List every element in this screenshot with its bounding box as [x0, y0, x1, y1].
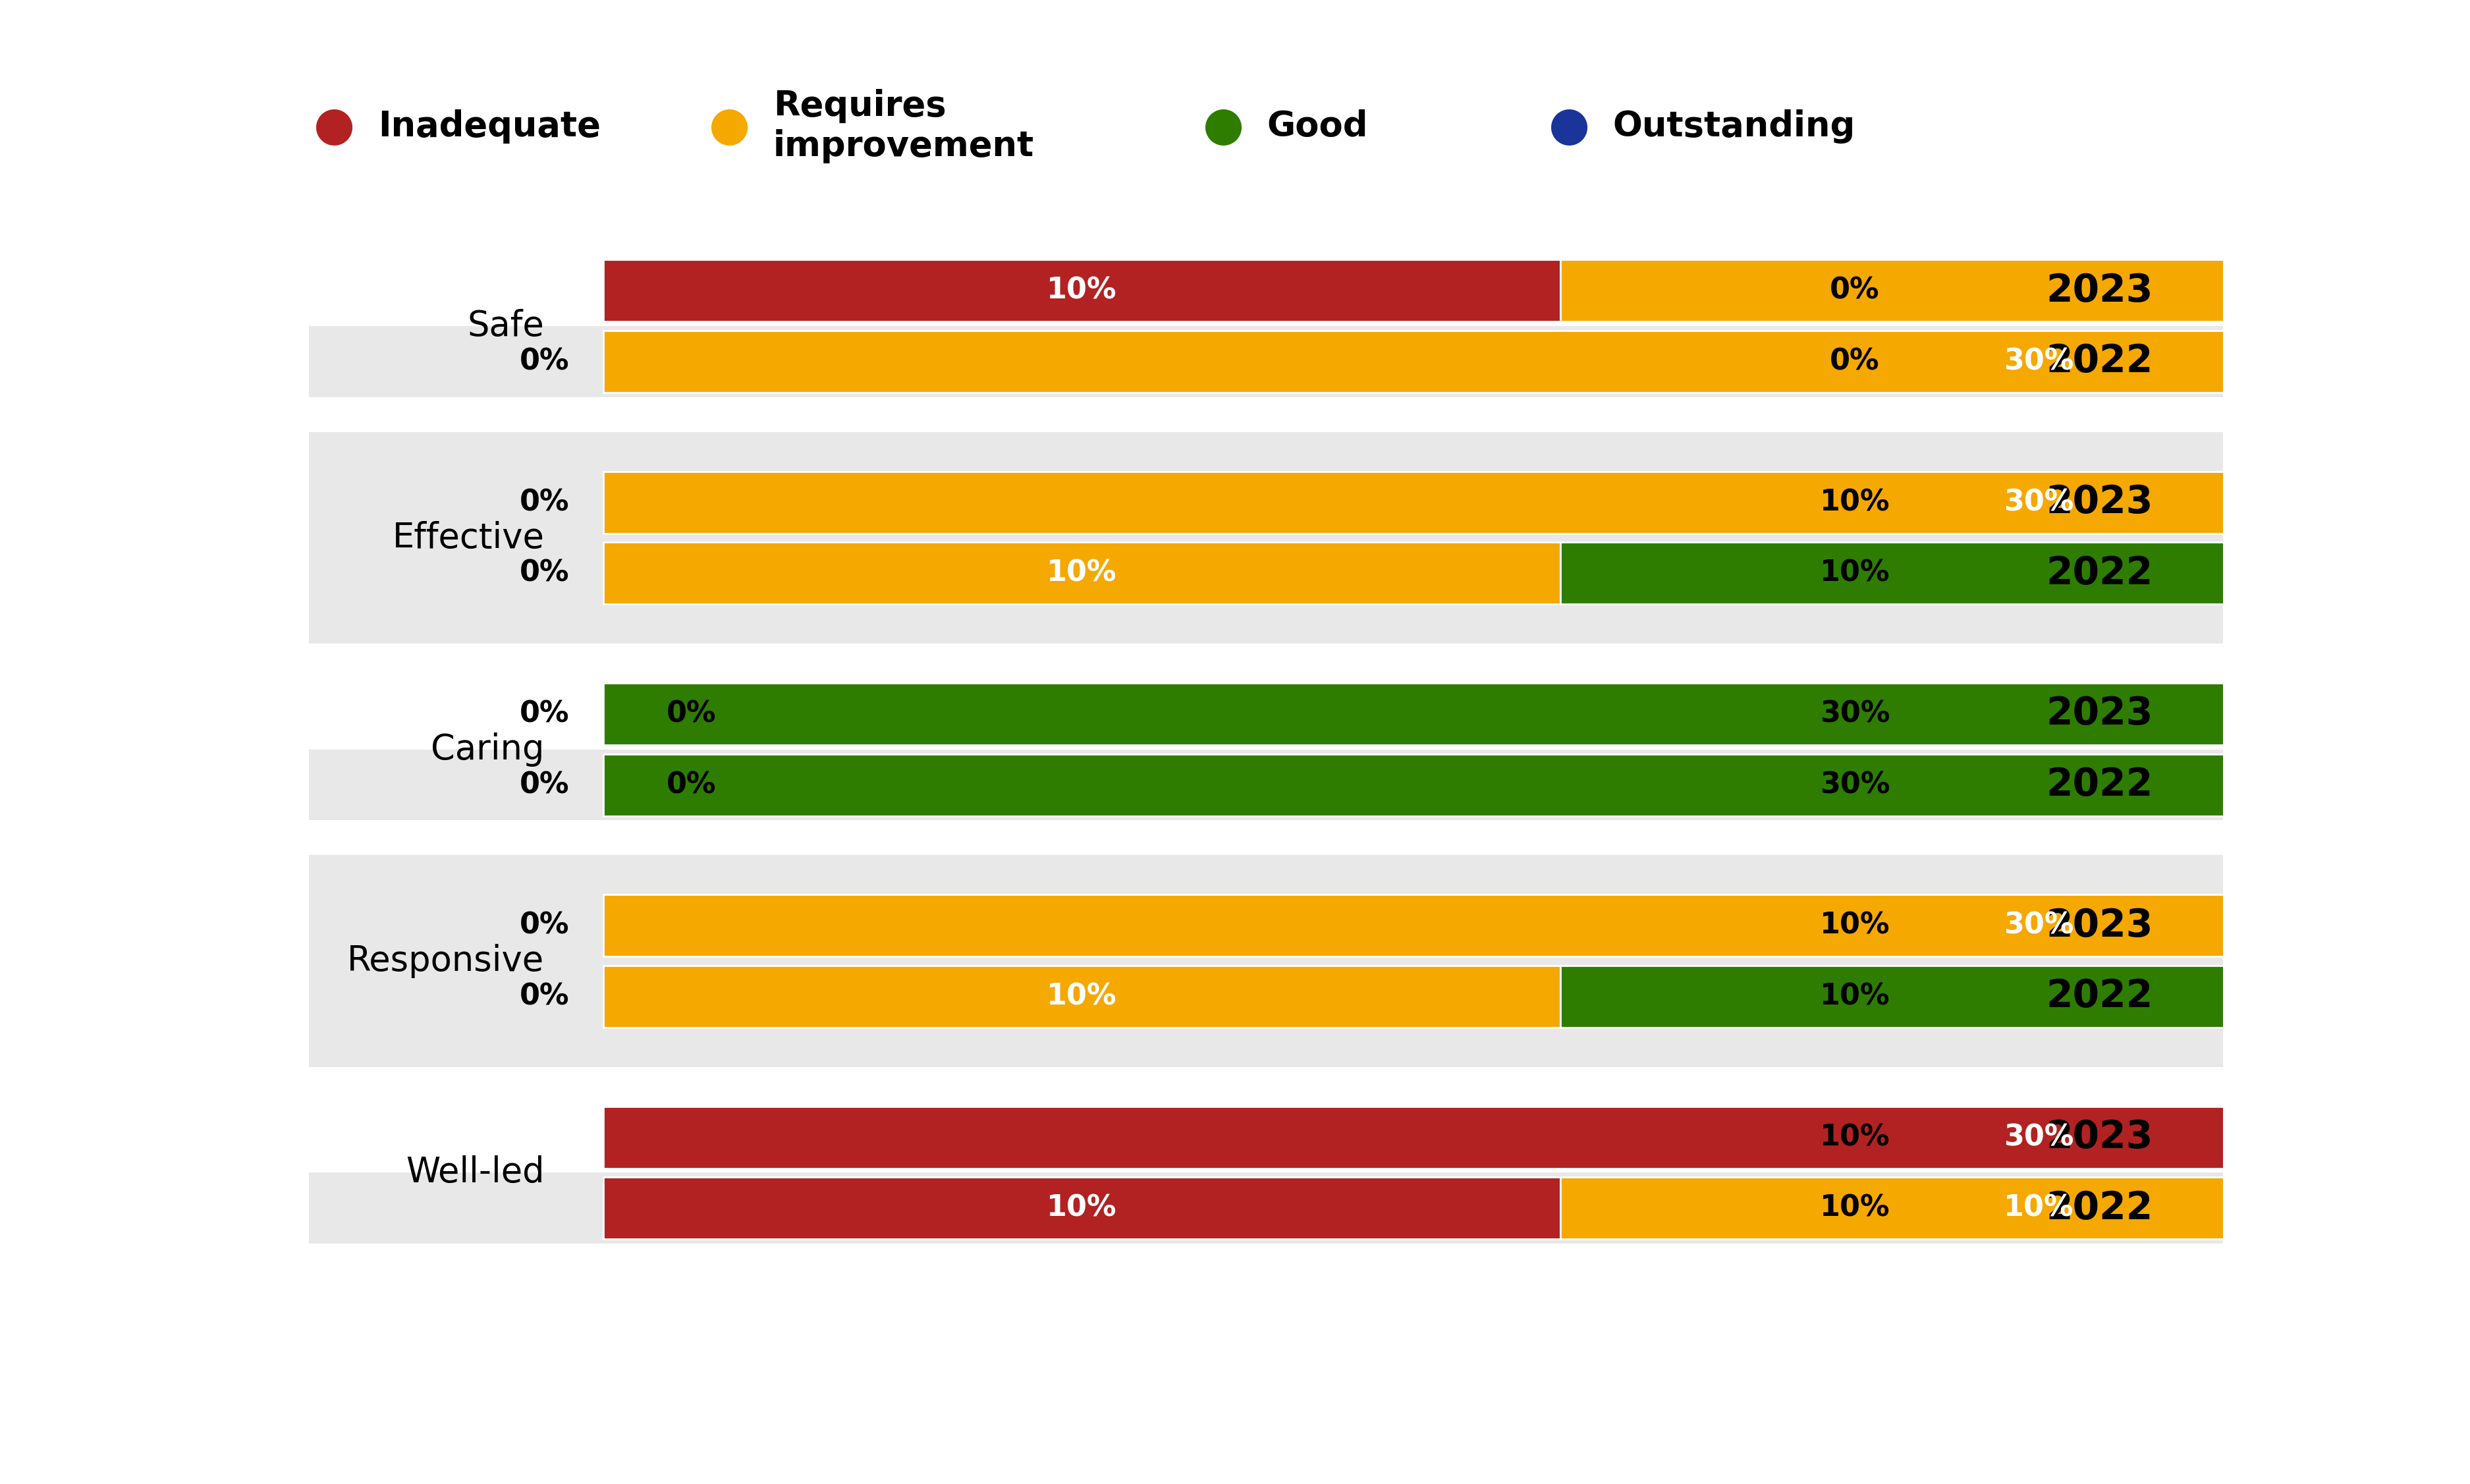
Bar	[309, 749, 2223, 821]
Text: 10%: 10%	[1820, 911, 1890, 939]
Text: 2022: 2022	[2045, 1189, 2154, 1227]
Text: 30%: 30%	[2003, 488, 2075, 516]
Text: 10%: 10%	[1047, 1195, 1116, 1223]
Bar	[603, 1177, 1561, 1239]
Text: Responsive: Responsive	[348, 944, 543, 978]
Text: ●: ●	[709, 104, 748, 148]
Text: ●: ●	[1203, 104, 1242, 148]
Bar	[309, 432, 2223, 644]
Text: Inadequate: Inadequate	[378, 108, 600, 144]
Bar	[603, 1106, 2470, 1168]
Text: 2023: 2023	[2045, 907, 2154, 944]
Bar	[309, 1172, 2223, 1244]
Text: 30%: 30%	[2003, 347, 2075, 375]
Text: 0%: 0%	[667, 770, 716, 798]
Text: 0%: 0%	[519, 911, 568, 939]
Text: 10%: 10%	[1047, 559, 1116, 588]
Text: 2022: 2022	[2045, 766, 2154, 804]
Text: 2022: 2022	[2045, 978, 2154, 1015]
Text: 0%: 0%	[1830, 276, 1880, 304]
Text: 0%: 0%	[519, 982, 568, 1011]
Text: Caring: Caring	[430, 732, 543, 767]
Text: 0%: 0%	[519, 347, 568, 375]
Bar	[603, 472, 2470, 533]
Text: Effective: Effective	[393, 521, 543, 555]
Text: 0%: 0%	[667, 700, 716, 729]
Bar	[1561, 966, 2470, 1027]
Text: 10%: 10%	[1820, 559, 1890, 588]
Text: Well-led: Well-led	[405, 1156, 543, 1190]
Text: 0%: 0%	[519, 770, 568, 798]
Text: 10%: 10%	[1820, 1195, 1890, 1223]
Bar	[603, 331, 2470, 393]
Bar	[603, 542, 1561, 604]
Text: Good: Good	[1267, 108, 1368, 144]
Bar	[1561, 1177, 2470, 1239]
Text: 30%: 30%	[1820, 770, 1890, 798]
Text: 0%: 0%	[519, 700, 568, 729]
Bar	[309, 326, 2223, 398]
Bar	[309, 855, 2223, 1067]
Text: Requires
improvement: Requires improvement	[773, 89, 1035, 163]
Text: Outstanding: Outstanding	[1613, 108, 1855, 144]
Text: ●: ●	[1549, 104, 1588, 148]
Text: 30%: 30%	[1820, 700, 1890, 729]
Text: 2022: 2022	[2045, 343, 2154, 380]
Text: 10%: 10%	[1820, 982, 1890, 1011]
Text: ●: ●	[314, 104, 353, 148]
Text: 0%: 0%	[1830, 347, 1880, 375]
Text: 2022: 2022	[2045, 555, 2154, 592]
Text: 10%: 10%	[1820, 1123, 1890, 1152]
Bar	[1561, 542, 2470, 604]
Bar	[603, 895, 2470, 957]
Text: 0%: 0%	[519, 559, 568, 588]
Text: 2023: 2023	[2045, 1119, 2154, 1156]
Text: 10%: 10%	[1047, 276, 1116, 304]
Text: 10%: 10%	[1047, 982, 1116, 1011]
Bar	[309, 962, 2223, 1031]
Text: 2023: 2023	[2045, 484, 2154, 521]
Text: 10%: 10%	[2003, 1195, 2075, 1223]
Bar	[603, 754, 2470, 816]
Text: 30%: 30%	[2003, 1123, 2075, 1152]
Text: 10%: 10%	[1820, 488, 1890, 516]
Bar	[603, 966, 1561, 1027]
Bar	[603, 683, 2470, 745]
Text: 2023: 2023	[2045, 695, 2154, 733]
Text: 2023: 2023	[2045, 272, 2154, 310]
Text: Safe: Safe	[467, 309, 543, 343]
Bar	[603, 260, 1561, 322]
Bar	[1561, 260, 2470, 322]
Text: 0%: 0%	[519, 488, 568, 516]
Text: 30%: 30%	[2003, 911, 2075, 939]
Bar	[309, 537, 2223, 608]
